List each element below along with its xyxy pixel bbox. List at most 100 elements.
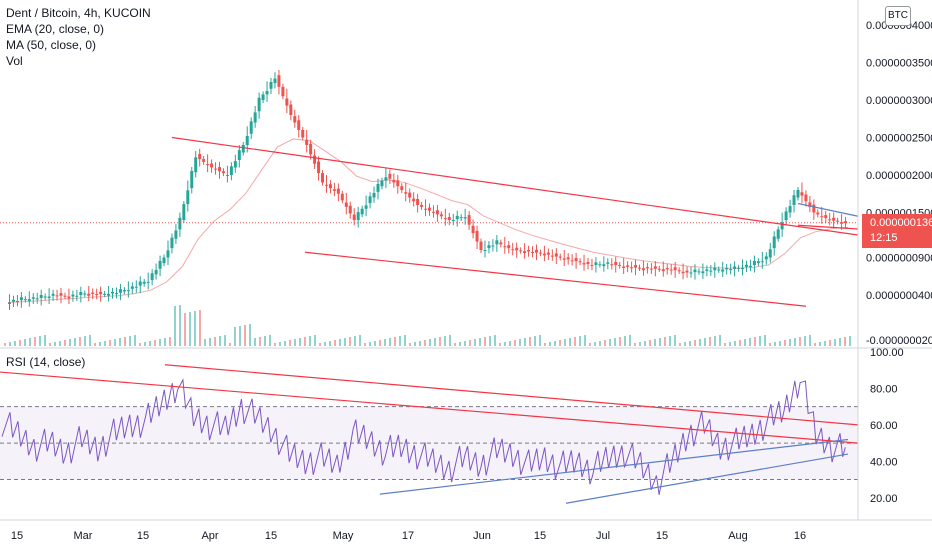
volume-bar	[144, 342, 146, 346]
volume-bar	[269, 335, 271, 346]
volume-bar	[389, 338, 391, 346]
volume-bar	[769, 343, 771, 346]
candle-body	[19, 297, 23, 301]
candle-body	[792, 195, 796, 205]
volume-bar	[364, 343, 366, 346]
volume-bar	[494, 335, 496, 346]
volume-bar	[154, 340, 156, 346]
candle-body	[356, 212, 360, 220]
volume-bar	[419, 341, 421, 346]
candle-body	[832, 217, 836, 221]
volume-bar	[514, 340, 516, 346]
volume-bar	[109, 340, 111, 346]
candle-body	[210, 163, 214, 168]
currency-badge[interactable]: BTC	[885, 6, 911, 26]
candle-body	[709, 270, 713, 272]
candle-body	[741, 267, 745, 270]
candle-body	[237, 150, 241, 160]
volume-bar	[669, 336, 671, 346]
candle-body	[328, 184, 332, 189]
volume-bar	[29, 338, 31, 346]
price-tick-label: -0.0000000200	[866, 335, 932, 347]
candle-body	[107, 293, 111, 296]
candle-body	[229, 166, 233, 175]
candle-body	[162, 257, 166, 264]
candle-body	[194, 157, 198, 173]
candle-body	[669, 269, 673, 271]
candle-body	[713, 267, 717, 271]
candle-body	[606, 262, 610, 264]
volume-bar	[409, 343, 411, 346]
volume-bar	[579, 336, 581, 346]
candle-body	[538, 252, 542, 254]
volume-bar	[619, 337, 621, 346]
candle-body	[760, 261, 764, 263]
volume-bar	[574, 337, 576, 346]
volume-bar	[424, 340, 426, 346]
volume-bar	[344, 338, 346, 346]
candle-body	[39, 295, 43, 298]
candle-body	[146, 281, 150, 283]
volume-bar	[724, 343, 726, 346]
volume-bar	[319, 343, 321, 346]
candle-body	[618, 265, 622, 266]
candle-body	[475, 230, 479, 242]
candle-body	[27, 299, 31, 301]
volume-bar	[114, 339, 116, 346]
wedge-lower-line	[797, 224, 859, 230]
candle-body	[626, 265, 630, 267]
candle-body	[503, 246, 507, 248]
candle-body	[645, 267, 649, 269]
volume-bar	[439, 337, 441, 346]
candle-body	[416, 199, 420, 205]
volume-bar	[744, 339, 746, 346]
volume-bar	[734, 341, 736, 346]
candle-body	[265, 91, 269, 95]
candle-body	[499, 242, 503, 245]
volume-bar	[594, 342, 596, 346]
candle-body	[71, 294, 75, 297]
volume-bar	[204, 339, 206, 346]
candle-body	[8, 302, 11, 304]
volume-bar	[244, 325, 246, 346]
volume-bar	[64, 340, 66, 346]
volume-bar	[384, 339, 386, 346]
candle-body	[443, 218, 447, 220]
candle-body	[455, 215, 459, 220]
candle-body	[808, 202, 812, 207]
volume-bar	[309, 336, 311, 346]
candle-body	[693, 269, 697, 273]
candle-body	[744, 264, 748, 267]
candle-body	[384, 177, 388, 181]
volume-bar	[694, 340, 696, 346]
volume-bar	[294, 339, 296, 346]
volume-bar	[304, 337, 306, 346]
price-tick-label: 0.0000003500	[866, 58, 932, 70]
candle-body	[154, 269, 158, 275]
candle-body	[218, 167, 221, 172]
volume-bar	[654, 339, 656, 346]
candle-body	[281, 86, 285, 97]
volume-bar	[849, 336, 851, 346]
candle-body	[681, 271, 685, 274]
volume-bar	[754, 337, 756, 346]
candle-body	[467, 215, 471, 225]
volume-bar	[519, 339, 521, 346]
candle-body	[788, 206, 792, 213]
rsi-line	[1, 378, 846, 495]
volume-bar	[119, 338, 121, 346]
volume-bar	[784, 340, 786, 346]
volume-bar	[229, 343, 231, 346]
volume-bar	[279, 342, 281, 346]
candle-body	[388, 173, 392, 179]
price-tick-label: 0.0000003000	[866, 95, 932, 107]
volume-bar	[394, 337, 396, 346]
candle-body	[142, 281, 146, 284]
volume-bar	[789, 339, 791, 346]
candle-body	[701, 271, 705, 274]
candle-body	[103, 293, 107, 295]
volume-bar	[764, 335, 766, 346]
candle-body	[558, 256, 562, 258]
volume-bar	[224, 335, 226, 346]
